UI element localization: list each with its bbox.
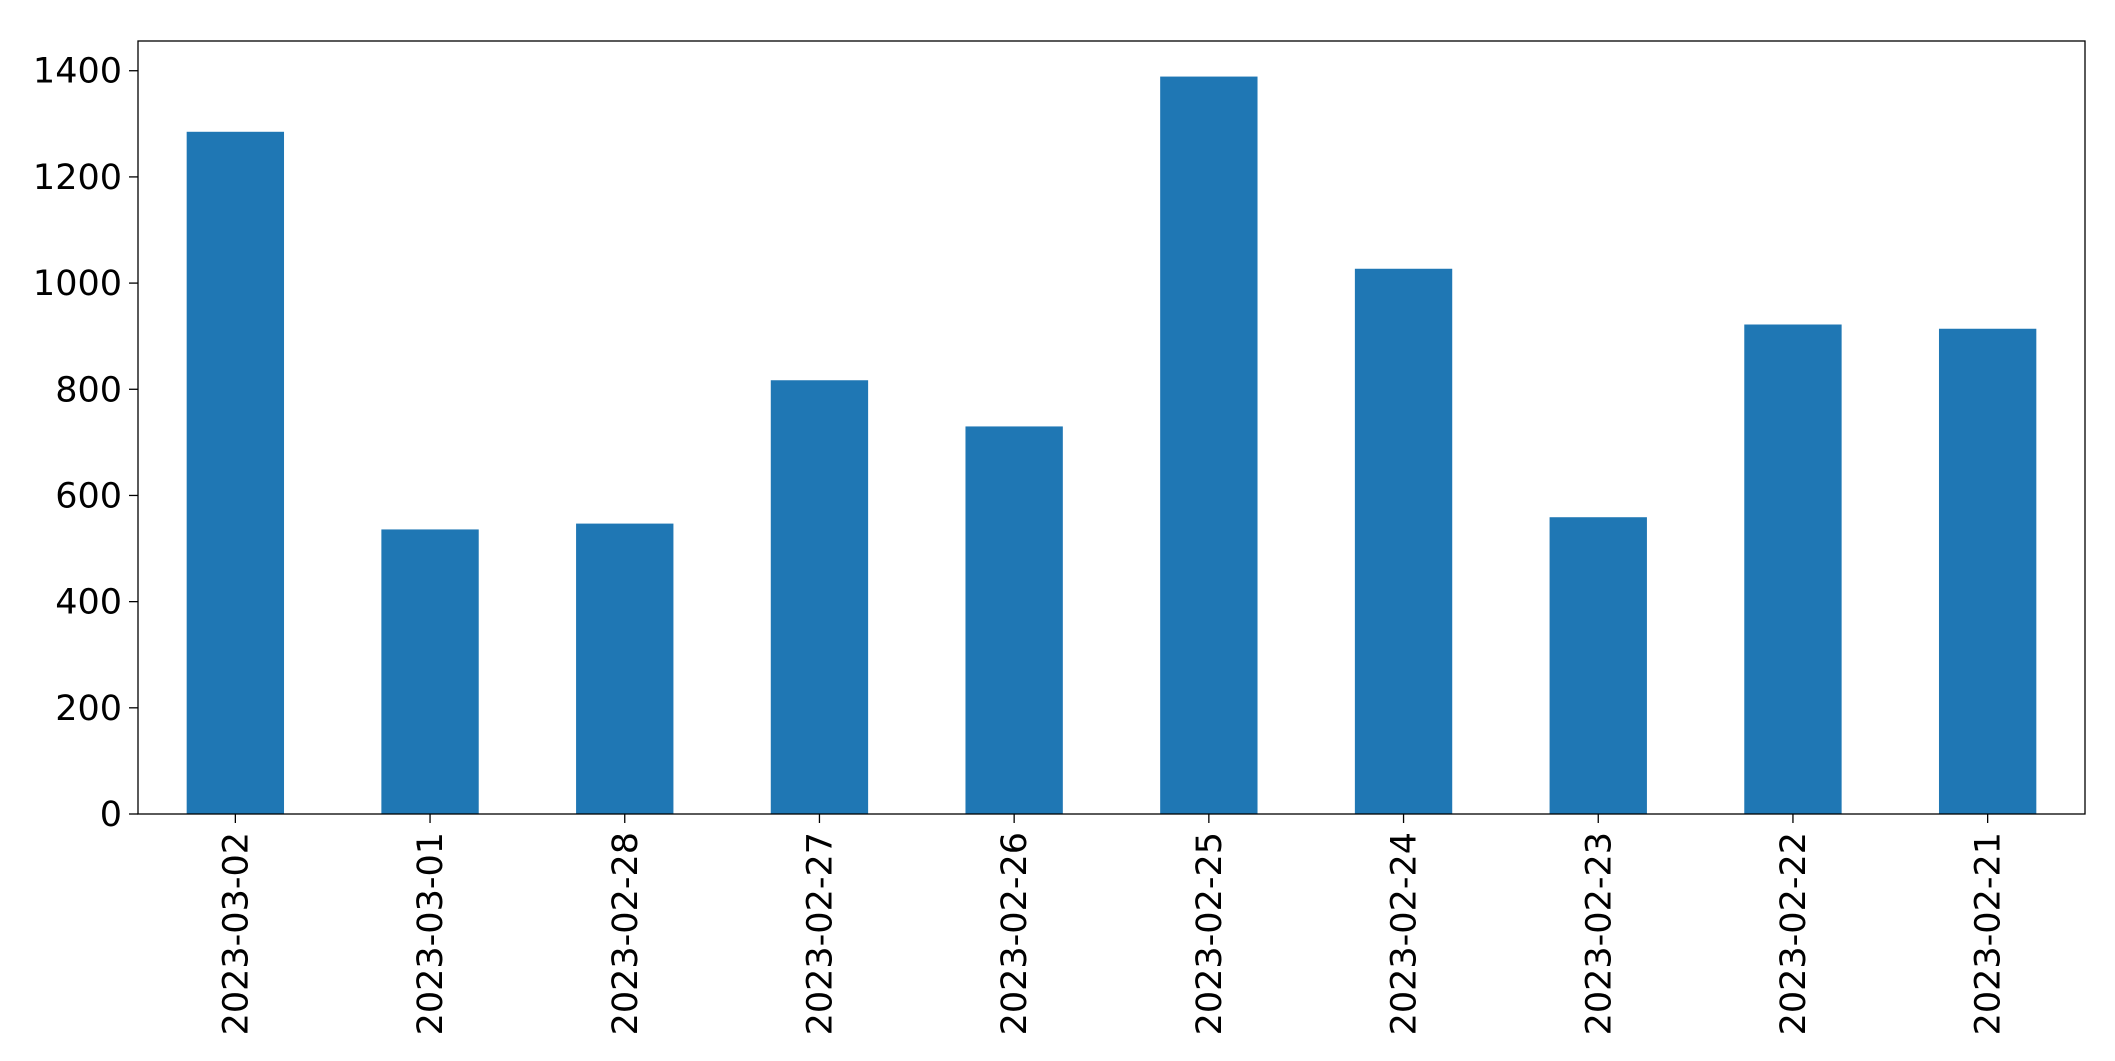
x-tick-label: 2023-02-22 — [1774, 832, 1814, 1035]
x-tick-label: 2023-02-25 — [1190, 832, 1230, 1035]
y-tick-label: 600 — [55, 476, 122, 516]
bar — [1938, 328, 2037, 814]
bar — [1744, 324, 1842, 814]
y-tick-label: 0 — [100, 795, 122, 835]
y-tick-label: 200 — [55, 689, 122, 729]
y-tick-label: 1200 — [33, 158, 122, 198]
bar — [1549, 517, 1647, 814]
bar — [770, 380, 869, 814]
x-tick-label: 2023-02-26 — [995, 832, 1035, 1035]
x-tick-label: 2023-02-24 — [1385, 832, 1425, 1035]
bar — [965, 426, 1063, 814]
y-tick-label: 1400 — [33, 52, 122, 92]
x-tick-label: 2023-02-27 — [800, 832, 840, 1035]
bar — [186, 131, 285, 814]
y-tick-label: 1000 — [33, 264, 122, 304]
x-tick-label: 2023-03-02 — [216, 832, 256, 1035]
y-tick-label: 400 — [55, 583, 122, 623]
bar — [576, 523, 674, 814]
bar — [1354, 268, 1453, 815]
y-tick-label: 800 — [55, 370, 122, 410]
bar — [381, 529, 479, 814]
bar — [1160, 76, 1258, 814]
x-tick-label: 2023-02-28 — [606, 832, 646, 1035]
x-tick-label: 2023-02-23 — [1579, 832, 1619, 1035]
axes-frame — [137, 40, 2086, 815]
x-tick-label: 2023-03-01 — [411, 832, 451, 1035]
x-tick-label: 2023-02-21 — [1969, 832, 2009, 1035]
